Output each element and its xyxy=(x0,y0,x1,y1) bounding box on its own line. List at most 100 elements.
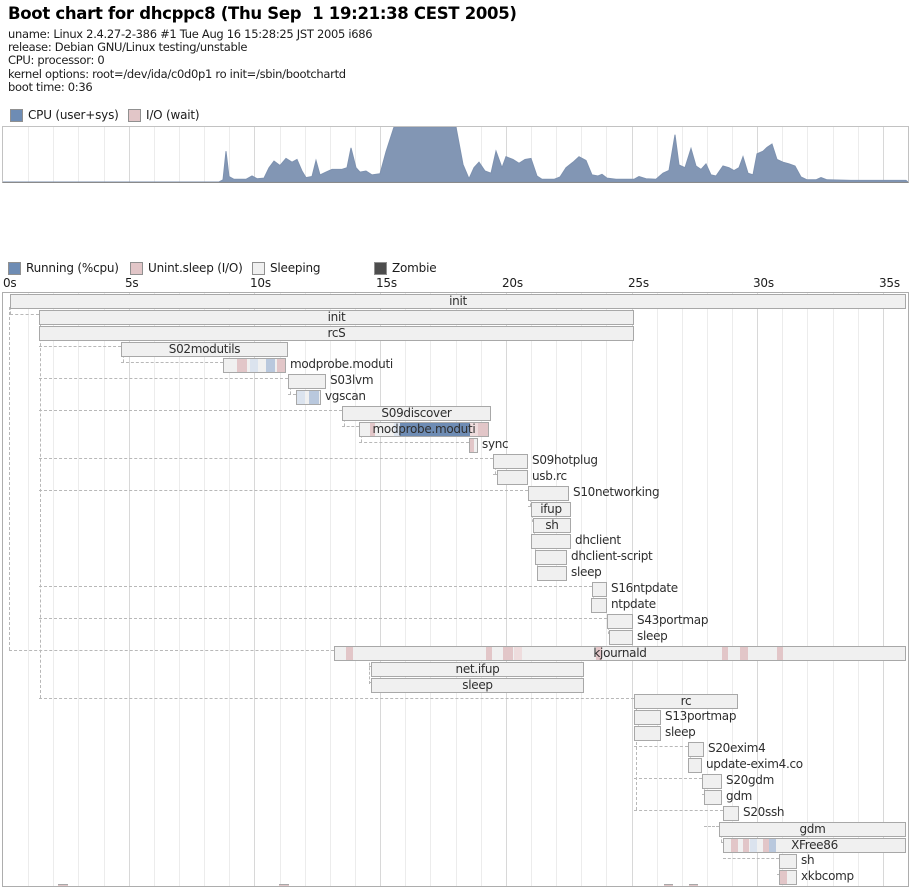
process-bar xyxy=(609,630,633,645)
process-bar xyxy=(535,550,567,565)
grid-line xyxy=(204,127,205,182)
grid-line xyxy=(732,293,733,886)
dependency-connector xyxy=(344,419,345,426)
grid-line xyxy=(229,127,230,182)
sysinfo-cpu: CPU: processor: 0 xyxy=(8,53,105,68)
sysinfo-boot-time: boot time: 0:36 xyxy=(8,79,93,94)
state-segment xyxy=(250,359,258,372)
io-legend-label: I/O (wait) xyxy=(146,108,200,122)
grid-line xyxy=(28,127,29,182)
grid-line xyxy=(807,293,808,886)
dependency-connector xyxy=(528,506,531,507)
state-segment xyxy=(731,839,738,852)
state-segment xyxy=(297,391,305,404)
process-label: sync xyxy=(482,437,509,451)
process-label: usb.rc xyxy=(532,469,567,483)
dependency-connector xyxy=(342,426,359,427)
process-label: S09hotplug xyxy=(532,453,598,467)
process-bar xyxy=(493,454,528,469)
dependency-connector xyxy=(608,627,609,634)
process-bar xyxy=(121,342,288,357)
process-label: S20ssh xyxy=(743,805,785,819)
axis-tick-label: 25s xyxy=(628,276,649,290)
grid-line xyxy=(28,293,29,886)
cpu-legend-label: CPU (user+sys) xyxy=(28,108,119,122)
process-bar xyxy=(528,486,569,501)
grid-line xyxy=(833,127,834,182)
state-segment xyxy=(370,423,375,436)
cpu-legend-user-sys: CPU (user+sys) xyxy=(10,108,119,122)
gantt-legend-sleeping: Sleeping xyxy=(252,261,320,275)
state-segment xyxy=(743,839,749,852)
process-bar xyxy=(702,774,722,789)
grid-line xyxy=(581,127,582,182)
grid-line xyxy=(154,293,155,886)
dependency-connector xyxy=(39,618,607,619)
state-segment xyxy=(780,871,787,884)
dependency-connector xyxy=(39,346,121,347)
grid-line xyxy=(179,293,180,886)
state-segment xyxy=(277,359,285,372)
dependency-connector xyxy=(10,307,11,314)
grid-line xyxy=(757,293,758,886)
zombie-swatch-icon xyxy=(374,261,387,275)
dependency-connector xyxy=(10,314,39,315)
grid-line xyxy=(305,127,306,182)
grid-line xyxy=(355,127,356,182)
cpu-legend-io-wait: I/O (wait) xyxy=(128,108,200,122)
gantt-legend-zombie: Zombie xyxy=(374,261,437,275)
dependency-connector xyxy=(9,650,334,651)
grid-line xyxy=(53,293,54,886)
grid-line xyxy=(53,127,54,182)
grid-line xyxy=(204,293,205,886)
process-bar xyxy=(469,438,478,453)
dependency-connector xyxy=(39,586,592,587)
process-bar xyxy=(704,790,722,805)
grid-line xyxy=(481,293,482,886)
state-segment xyxy=(722,647,728,660)
process-bar xyxy=(634,694,738,709)
state-segment xyxy=(750,839,757,852)
process-bar xyxy=(591,598,607,613)
grid-line xyxy=(129,127,130,182)
process-bar xyxy=(296,390,321,405)
grid-line xyxy=(254,293,255,886)
dependency-connector xyxy=(495,467,496,474)
partial-process-bar xyxy=(58,884,68,886)
grid-line xyxy=(531,293,532,886)
process-bar xyxy=(607,614,633,629)
dependency-connector xyxy=(493,474,497,475)
grid-line xyxy=(78,293,79,886)
grid-line xyxy=(682,293,683,886)
grid-line xyxy=(807,127,808,182)
dependency-connector xyxy=(9,307,10,650)
process-bar xyxy=(223,358,286,373)
grid-line xyxy=(330,127,331,182)
grid-line xyxy=(858,293,859,886)
process-label: xkbcomp xyxy=(801,869,854,883)
grid-line xyxy=(129,293,130,886)
dependency-connector xyxy=(123,355,124,362)
grid-line xyxy=(883,293,884,886)
grid-line xyxy=(254,127,255,182)
cpu-utilization-chart xyxy=(2,126,909,183)
grid-line xyxy=(531,127,532,182)
sleeping-legend-label: Sleeping xyxy=(270,261,321,275)
cpu-area-plot xyxy=(3,127,908,182)
grid-line xyxy=(330,293,331,886)
process-label: S13portmap xyxy=(665,709,737,723)
dependency-connector xyxy=(702,794,704,795)
process-bar xyxy=(288,374,326,389)
dependency-connector xyxy=(532,515,533,522)
process-bar xyxy=(497,470,528,485)
grid-line xyxy=(380,127,381,182)
state-segment xyxy=(486,647,492,660)
dependency-connector xyxy=(290,387,291,394)
state-segment xyxy=(237,359,247,372)
time-axis: 0s 5s 10s 15s 20s 25s 30s 35s xyxy=(2,276,909,290)
axis-tick-label: 30s xyxy=(753,276,774,290)
process-label: ntpdate xyxy=(611,597,656,611)
dependency-connector xyxy=(634,810,723,811)
state-segment xyxy=(346,647,353,660)
